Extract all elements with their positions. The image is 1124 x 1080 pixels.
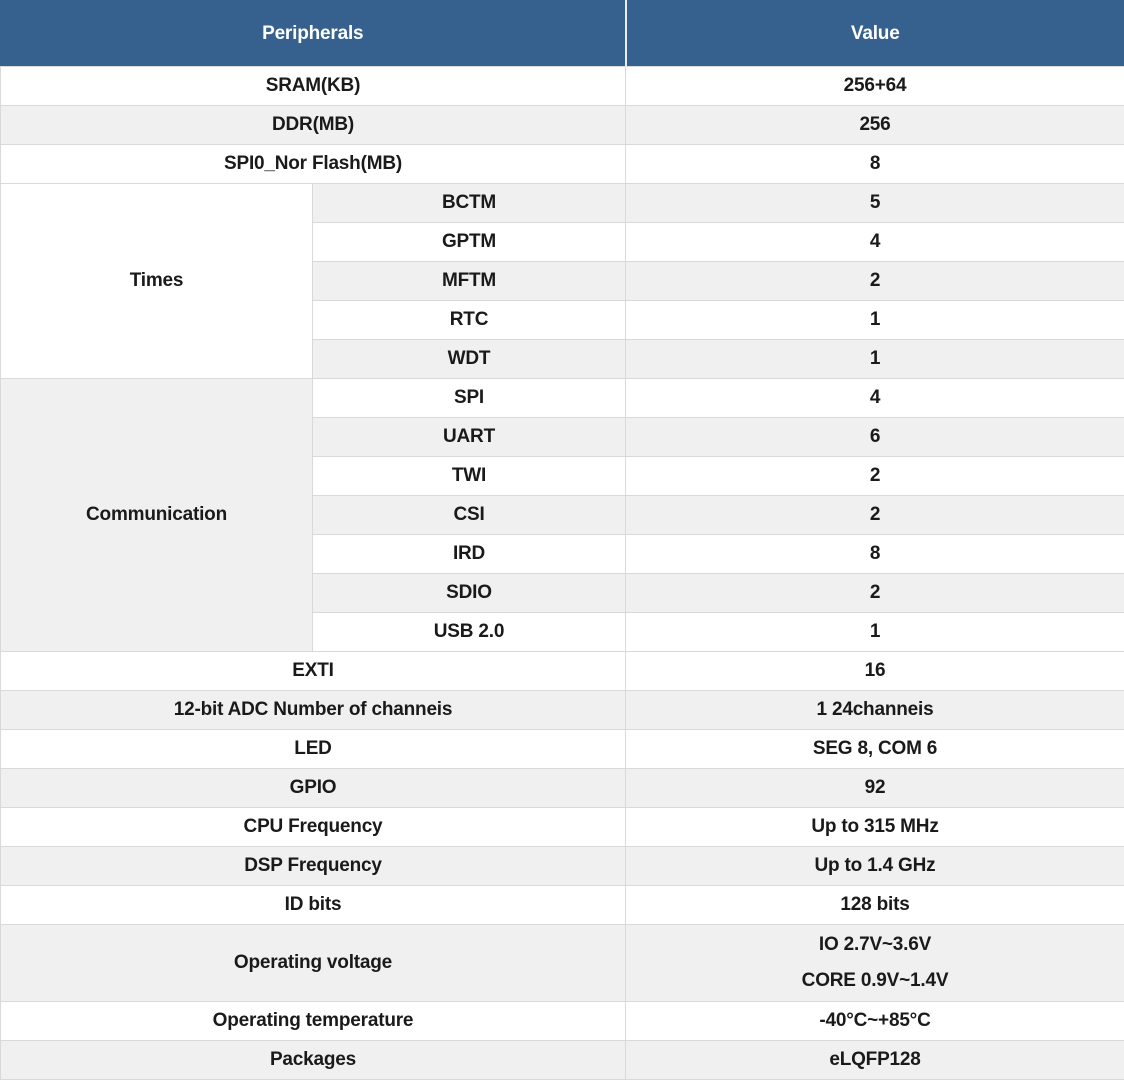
- row-label-cell: DSP Frequency: [1, 847, 626, 886]
- row-value-cell: 1: [626, 301, 1124, 340]
- table-row: Operating temperature -40°C~+85°C: [1, 1002, 1124, 1041]
- row-value-cell: -40°C~+85°C: [626, 1002, 1124, 1041]
- row-value-cell: Up to 315 MHz: [626, 808, 1124, 847]
- row-value-cell: 2: [626, 574, 1124, 613]
- table-row: LED SEG 8, COM 6: [1, 730, 1124, 769]
- sub-label-cell: USB 2.0: [313, 613, 626, 652]
- row-value-cell: 16: [626, 652, 1124, 691]
- row-label-cell: CPU Frequency: [1, 808, 626, 847]
- row-label-cell: SPI0_Nor Flash(MB): [1, 145, 626, 184]
- row-label-cell: Operating voltage: [1, 925, 626, 1002]
- table-row: DSP Frequency Up to 1.4 GHz: [1, 847, 1124, 886]
- row-label-cell: GPIO: [1, 769, 626, 808]
- row-label-cell: DDR(MB): [1, 106, 626, 145]
- table-row: EXTI 16: [1, 652, 1124, 691]
- table-row: CPU Frequency Up to 315 MHz: [1, 808, 1124, 847]
- row-value-cell: 6: [626, 418, 1124, 457]
- sub-label-cell: GPTM: [313, 223, 626, 262]
- row-value-cell: 1: [626, 340, 1124, 379]
- row-value-cell: 1: [626, 613, 1124, 652]
- row-value-cell: 1 24channeis: [626, 691, 1124, 730]
- column-header-peripherals: Peripherals: [1, 1, 626, 67]
- table-row: Times BCTM 5: [1, 184, 1124, 223]
- row-value-cell: 8: [626, 145, 1124, 184]
- table-row: GPIO 92: [1, 769, 1124, 808]
- row-value-cell: 92: [626, 769, 1124, 808]
- row-value-cell: 4: [626, 379, 1124, 418]
- row-label-cell: ID bits: [1, 886, 626, 925]
- row-label-cell: 12-bit ADC Number of channeis: [1, 691, 626, 730]
- column-header-value: Value: [626, 1, 1124, 67]
- row-value-cell: 4: [626, 223, 1124, 262]
- sub-label-cell: SPI: [313, 379, 626, 418]
- row-value-cell: eLQFP128: [626, 1041, 1124, 1080]
- row-value-cell: 256+64: [626, 67, 1124, 106]
- header-row: Peripherals Value: [1, 1, 1124, 67]
- row-value-cell: 128 bits: [626, 886, 1124, 925]
- row-label-cell: Operating temperature: [1, 1002, 626, 1041]
- table-row: SPI0_Nor Flash(MB) 8: [1, 145, 1124, 184]
- sub-label-cell: UART: [313, 418, 626, 457]
- row-value-cell: Up to 1.4 GHz: [626, 847, 1124, 886]
- sub-label-cell: IRD: [313, 535, 626, 574]
- row-label-cell: SRAM(KB): [1, 67, 626, 106]
- sub-label-cell: CSI: [313, 496, 626, 535]
- row-value-cell: IO 2.7V~3.6V CORE 0.9V~1.4V: [626, 925, 1124, 1002]
- sub-label-cell: BCTM: [313, 184, 626, 223]
- group-cell-times: Times: [1, 184, 313, 379]
- group-cell-communication: Communication: [1, 379, 313, 652]
- row-value-cell: 2: [626, 496, 1124, 535]
- table-row: SRAM(KB) 256+64: [1, 67, 1124, 106]
- sub-label-cell: SDIO: [313, 574, 626, 613]
- table-row: DDR(MB) 256: [1, 106, 1124, 145]
- voltage-line-io: IO 2.7V~3.6V: [626, 927, 1124, 963]
- row-value-cell: 256: [626, 106, 1124, 145]
- row-label-cell: LED: [1, 730, 626, 769]
- sub-label-cell: WDT: [313, 340, 626, 379]
- table-row: ID bits 128 bits: [1, 886, 1124, 925]
- sub-label-cell: MFTM: [313, 262, 626, 301]
- voltage-line-core: CORE 0.9V~1.4V: [626, 963, 1124, 999]
- row-label-cell: Packages: [1, 1041, 626, 1080]
- sub-label-cell: TWI: [313, 457, 626, 496]
- table-row: Packages eLQFP128: [1, 1041, 1124, 1080]
- row-value-cell: 8: [626, 535, 1124, 574]
- table-row: Communication SPI 4: [1, 379, 1124, 418]
- row-value-cell: 5: [626, 184, 1124, 223]
- row-value-cell: 2: [626, 457, 1124, 496]
- table-row: Operating voltage IO 2.7V~3.6V CORE 0.9V…: [1, 925, 1124, 1002]
- table-row: 12-bit ADC Number of channeis 1 24channe…: [1, 691, 1124, 730]
- row-value-cell: SEG 8, COM 6: [626, 730, 1124, 769]
- sub-label-cell: RTC: [313, 301, 626, 340]
- row-value-cell: 2: [626, 262, 1124, 301]
- row-label-cell: EXTI: [1, 652, 626, 691]
